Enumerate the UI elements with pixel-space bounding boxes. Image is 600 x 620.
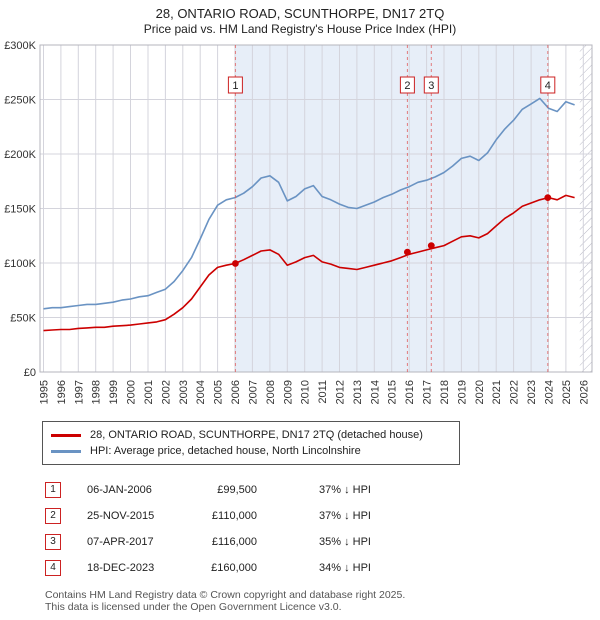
svg-text:£50K: £50K: [10, 313, 36, 325]
sale-price: £110,000: [211, 510, 257, 522]
transaction-table: 1 06-JAN-2006 £99,500 37% ↓ HPI 2 25-NOV…: [45, 477, 600, 581]
property-line-swatch: [51, 433, 81, 437]
chart-subtitle: Price paid vs. HM Land Registry's House …: [143, 22, 457, 36]
footer-line: Contains HM Land Registry data © Crown c…: [45, 589, 406, 601]
svg-text:2017: 2017: [422, 380, 434, 404]
svg-text:4: 4: [545, 80, 551, 92]
svg-text:2000: 2000: [126, 380, 138, 404]
svg-text:£250K: £250K: [4, 95, 36, 107]
sale-date: 07-APR-2017: [87, 536, 154, 548]
table-row: 1 06-JAN-2006 £99,500 37% ↓ HPI: [45, 477, 600, 503]
svg-text:1998: 1998: [91, 380, 103, 404]
svg-text:2007: 2007: [247, 380, 259, 404]
svg-text:2006: 2006: [230, 380, 242, 404]
svg-text:2015: 2015: [387, 380, 399, 404]
legend-label: 28, ONTARIO ROAD, SCUNTHORPE, DN17 2TQ (…: [90, 429, 423, 441]
svg-text:2026: 2026: [578, 380, 590, 404]
svg-text:3: 3: [428, 80, 434, 92]
svg-text:2010: 2010: [300, 380, 312, 404]
svg-text:2012: 2012: [335, 380, 347, 404]
svg-text:2025: 2025: [561, 380, 573, 404]
sale-price: £99,500: [217, 484, 257, 496]
row-marker-number: 3: [45, 534, 61, 550]
svg-text:1997: 1997: [73, 380, 85, 404]
svg-text:1999: 1999: [108, 380, 120, 404]
svg-text:£0: £0: [24, 367, 36, 379]
hpi-line-swatch: [51, 449, 81, 453]
svg-text:£200K: £200K: [4, 149, 36, 161]
svg-text:£300K: £300K: [4, 40, 36, 52]
row-marker-number: 2: [45, 508, 61, 524]
sale-date: 06-JAN-2006: [87, 484, 152, 496]
legend-item-property: 28, ONTARIO ROAD, SCUNTHORPE, DN17 2TQ (…: [51, 427, 451, 443]
svg-text:2008: 2008: [265, 380, 277, 404]
svg-text:2011: 2011: [317, 380, 329, 404]
row-marker-number: 4: [45, 560, 61, 576]
svg-text:2005: 2005: [213, 380, 225, 404]
chart-title: 28, ONTARIO ROAD, SCUNTHORPE, DN17 2TQ: [155, 6, 445, 21]
svg-text:2009: 2009: [282, 380, 294, 404]
svg-text:2019: 2019: [456, 380, 468, 404]
chart-legend: 28, ONTARIO ROAD, SCUNTHORPE, DN17 2TQ (…: [42, 421, 460, 465]
row-marker-number: 1: [45, 482, 61, 498]
svg-text:1996: 1996: [56, 380, 68, 404]
svg-text:2002: 2002: [160, 380, 172, 404]
table-row: 2 25-NOV-2015 £110,000 37% ↓ HPI: [45, 503, 600, 529]
sale-date: 18-DEC-2023: [87, 562, 155, 574]
hpi-delta: 34% ↓ HPI: [319, 562, 371, 574]
legend-item-hpi: HPI: Average price, detached house, Nort…: [51, 443, 451, 459]
chart-header: 28, ONTARIO ROAD, SCUNTHORPE, DN17 2TQ P…: [0, 0, 600, 37]
svg-text:1: 1: [232, 80, 238, 92]
hpi-delta: 37% ↓ HPI: [319, 510, 371, 522]
svg-text:2003: 2003: [178, 380, 190, 404]
sale-date: 25-NOV-2015: [87, 510, 155, 522]
footer-line: This data is licensed under the Open Gov…: [45, 601, 342, 613]
legend-label: HPI: Average price, detached house, Nort…: [90, 445, 361, 457]
table-row: 4 18-DEC-2023 £160,000 34% ↓ HPI: [45, 555, 600, 581]
hpi-delta: 37% ↓ HPI: [319, 484, 371, 496]
svg-text:£100K: £100K: [4, 258, 36, 270]
svg-text:2001: 2001: [143, 380, 155, 404]
sale-price: £160,000: [211, 562, 257, 574]
svg-text:2004: 2004: [195, 380, 207, 404]
license-footer: Contains HM Land Registry data © Crown c…: [45, 589, 600, 613]
table-row: 3 07-APR-2017 £116,000 35% ↓ HPI: [45, 529, 600, 555]
svg-text:2024: 2024: [544, 380, 556, 404]
svg-text:2018: 2018: [439, 380, 451, 404]
svg-text:2023: 2023: [526, 380, 538, 404]
svg-text:1995: 1995: [39, 380, 51, 404]
price-history-chart: 1995 1996 1997 1998 1999 2000 2001 2002 2003 2004…: [4, 40, 593, 404]
svg-text:2014: 2014: [369, 380, 381, 404]
svg-text:2020: 2020: [474, 380, 486, 404]
svg-text:£150K: £150K: [4, 204, 36, 216]
svg-text:2013: 2013: [352, 380, 364, 404]
sale-price: £116,000: [211, 536, 257, 548]
svg-text:2021: 2021: [491, 380, 503, 404]
svg-text:2: 2: [404, 80, 410, 92]
hpi-delta: 35% ↓ HPI: [319, 536, 371, 548]
svg-text:2016: 2016: [404, 380, 416, 404]
svg-text:2022: 2022: [509, 380, 521, 404]
